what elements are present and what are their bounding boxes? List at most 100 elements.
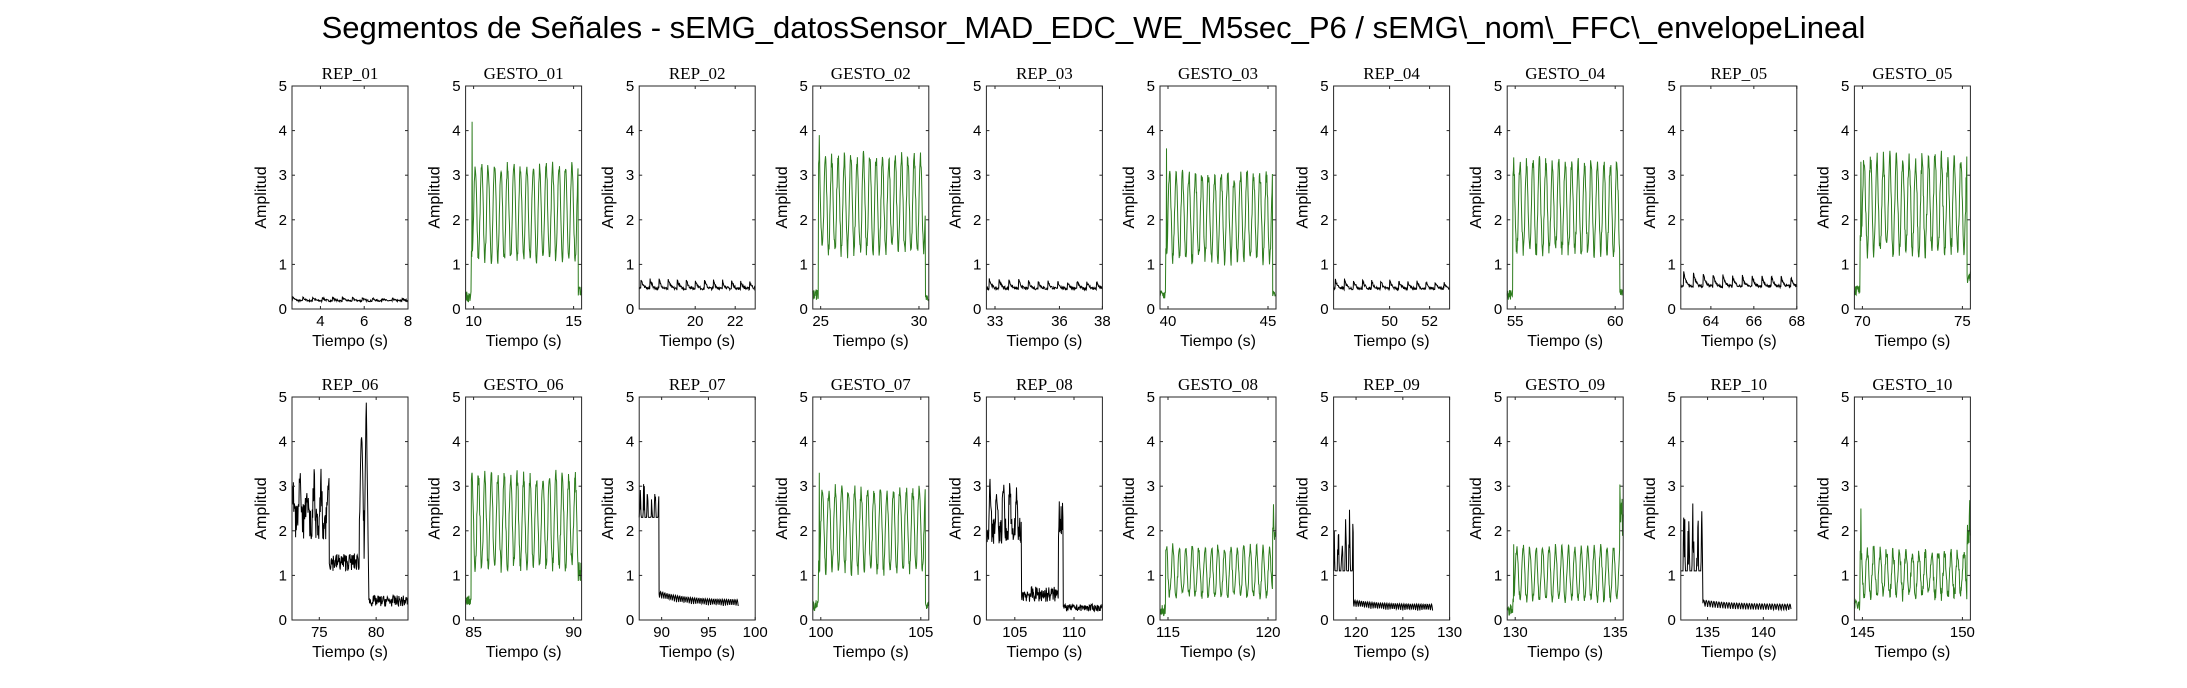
y-tick-label: 4 bbox=[279, 434, 287, 451]
x-tick-label: 38 bbox=[1094, 313, 1111, 330]
x-tick-label: 100 bbox=[743, 624, 768, 641]
subplot-rep-03: 0 1 2 3 4 5 33 36 38 REP_03 Tiempo (s) Amplitud bbox=[947, 64, 1110, 350]
y-tick-label: 0 bbox=[1147, 612, 1155, 629]
subplot-rep-01: 0 1 2 3 4 5 4 6 8 REP_01 Tiempo (s) Amplitud bbox=[253, 64, 412, 350]
signal-line bbox=[812, 135, 930, 302]
x-tick-label: 125 bbox=[1390, 624, 1415, 641]
axes-box bbox=[291, 396, 409, 621]
y-axis-label: Amplitud bbox=[774, 166, 791, 228]
x-axis-label: Tiempo (s) bbox=[486, 333, 562, 350]
y-tick-label: 5 bbox=[1147, 78, 1155, 95]
subplot-gesto-10: 0 1 2 3 4 5 145 150 GESTO_10 Tiempo (s) Amplitud bbox=[1815, 375, 1975, 661]
y-axis-label: Amplitud bbox=[1815, 477, 1832, 539]
x-axis-label: Tiempo (s) bbox=[1527, 333, 1603, 350]
x-axis-label: Tiempo (s) bbox=[833, 333, 909, 350]
y-tick-label: 0 bbox=[799, 301, 807, 318]
signal-line bbox=[1333, 509, 1434, 611]
subplot-title: GESTO_04 bbox=[1525, 64, 1605, 83]
y-tick-label: 4 bbox=[452, 434, 460, 451]
y-tick-label: 3 bbox=[1841, 167, 1849, 184]
subplot-title: REP_05 bbox=[1710, 64, 1767, 83]
y-tick-label: 1 bbox=[452, 256, 460, 273]
y-tick-label: 2 bbox=[279, 523, 287, 540]
y-axis-label: Amplitud bbox=[947, 166, 964, 228]
x-tick-label: 45 bbox=[1260, 313, 1277, 330]
y-tick-label: 5 bbox=[1667, 78, 1675, 95]
x-tick-label: 8 bbox=[404, 313, 412, 330]
x-axis-label: Tiempo (s) bbox=[659, 333, 735, 350]
x-axis-label: Tiempo (s) bbox=[1701, 333, 1777, 350]
y-tick-label: 5 bbox=[452, 78, 460, 95]
y-tick-label: 4 bbox=[626, 434, 634, 451]
axes-box bbox=[985, 396, 1103, 621]
x-axis-label: Tiempo (s) bbox=[659, 644, 735, 661]
y-axis-label: Amplitud bbox=[427, 166, 444, 228]
signal-line bbox=[1159, 148, 1277, 299]
y-tick-label: 4 bbox=[1667, 434, 1675, 451]
x-tick-label: 4 bbox=[316, 313, 324, 330]
axes-box bbox=[1506, 396, 1624, 621]
y-tick-label: 0 bbox=[799, 612, 807, 629]
subplot-title: GESTO_08 bbox=[1178, 375, 1258, 394]
x-tick-label: 130 bbox=[1503, 624, 1528, 641]
y-tick-label: 5 bbox=[799, 78, 807, 95]
y-tick-label: 3 bbox=[1147, 167, 1155, 184]
subplot-gesto-07: 0 1 2 3 4 5 100 105 GESTO_07 Tiempo (s) Amplitud bbox=[774, 375, 934, 661]
y-tick-label: 0 bbox=[1667, 301, 1675, 318]
y-tick-label: 1 bbox=[626, 567, 634, 584]
x-tick-label: 25 bbox=[812, 313, 829, 330]
signal-line bbox=[1680, 271, 1798, 290]
y-tick-label: 5 bbox=[973, 78, 981, 95]
subplot-rep-07: 0 1 2 3 4 5 90 95 100 REP_07 Tiempo (s) Amplitud bbox=[600, 375, 768, 661]
signal-line bbox=[986, 278, 1103, 292]
y-tick-label: 1 bbox=[1667, 256, 1675, 273]
y-axis-label: Amplitud bbox=[600, 166, 617, 228]
axes-box bbox=[638, 85, 756, 310]
axes-box bbox=[985, 85, 1103, 310]
subplot-title: REP_03 bbox=[1016, 64, 1073, 83]
subplot-title: REP_08 bbox=[1016, 375, 1073, 394]
y-tick-label: 0 bbox=[1147, 301, 1155, 318]
y-tick-label: 3 bbox=[973, 478, 981, 495]
subplot-rep-10: 0 1 2 3 4 5 135 140 REP_10 Tiempo (s) Amplitud bbox=[1642, 375, 1798, 661]
subplot-title: REP_07 bbox=[669, 375, 726, 394]
y-tick-label: 2 bbox=[1320, 523, 1328, 540]
y-tick-label: 3 bbox=[799, 478, 807, 495]
y-tick-label: 0 bbox=[452, 301, 460, 318]
y-tick-label: 0 bbox=[1841, 612, 1849, 629]
y-tick-label: 2 bbox=[1494, 212, 1502, 229]
y-tick-label: 0 bbox=[1320, 301, 1328, 318]
y-axis-label: Amplitud bbox=[1121, 166, 1138, 228]
axes-box bbox=[812, 396, 930, 621]
x-tick-label: 30 bbox=[911, 313, 928, 330]
y-tick-label: 4 bbox=[1320, 123, 1328, 140]
x-tick-label: 60 bbox=[1607, 313, 1624, 330]
signal-line bbox=[638, 484, 739, 607]
x-tick-label: 120 bbox=[1255, 624, 1280, 641]
y-tick-label: 3 bbox=[1320, 167, 1328, 184]
y-axis-label: Amplitud bbox=[947, 477, 964, 539]
y-tick-label: 0 bbox=[973, 612, 981, 629]
y-tick-label: 2 bbox=[452, 212, 460, 229]
y-tick-label: 4 bbox=[1147, 123, 1155, 140]
y-axis-label: Amplitud bbox=[1468, 477, 1485, 539]
y-tick-label: 5 bbox=[279, 389, 287, 406]
signal-line bbox=[1853, 150, 1971, 297]
subplot-rep-02: 0 1 2 3 4 5 20 22 REP_02 Tiempo (s) Amplitud bbox=[600, 64, 756, 350]
y-tick-label: 1 bbox=[1147, 256, 1155, 273]
y-tick-label: 1 bbox=[973, 256, 981, 273]
y-tick-label: 2 bbox=[626, 212, 634, 229]
axes-box bbox=[638, 396, 756, 621]
y-axis-label: Amplitud bbox=[253, 166, 270, 228]
subplot-gesto-06: 0 1 2 3 4 5 85 90 GESTO_06 Tiempo (s) Amplitud bbox=[427, 375, 583, 661]
y-tick-label: 2 bbox=[1147, 212, 1155, 229]
y-axis-label: Amplitud bbox=[600, 477, 617, 539]
y-tick-label: 4 bbox=[1841, 123, 1849, 140]
x-tick-label: 140 bbox=[1751, 624, 1776, 641]
y-tick-label: 2 bbox=[1667, 523, 1675, 540]
y-tick-label: 1 bbox=[1841, 567, 1849, 584]
subplot-rep-06: 0 1 2 3 4 5 75 80 REP_06 Tiempo (s) Amplitud bbox=[253, 375, 409, 661]
y-tick-label: 1 bbox=[452, 567, 460, 584]
y-tick-label: 4 bbox=[799, 434, 807, 451]
